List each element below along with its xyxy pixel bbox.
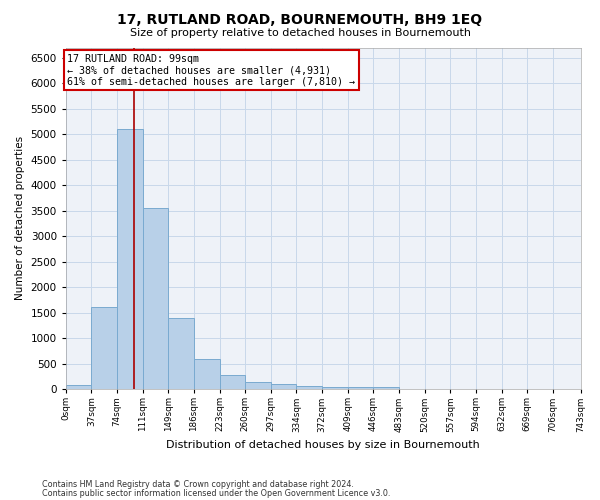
Bar bbox=[91, 306, 117, 389]
Text: Size of property relative to detached houses in Bournemouth: Size of property relative to detached ho… bbox=[130, 28, 470, 38]
Bar bbox=[245, 382, 271, 389]
Y-axis label: Number of detached properties: Number of detached properties bbox=[15, 136, 25, 300]
X-axis label: Distribution of detached houses by size in Bournemouth: Distribution of detached houses by size … bbox=[166, 440, 480, 450]
Bar bbox=[143, 208, 169, 389]
Bar bbox=[220, 375, 245, 389]
Bar bbox=[169, 318, 194, 389]
Bar bbox=[322, 386, 348, 389]
Bar bbox=[194, 358, 220, 389]
Bar bbox=[117, 129, 143, 389]
Text: Contains HM Land Registry data © Crown copyright and database right 2024.: Contains HM Land Registry data © Crown c… bbox=[42, 480, 354, 489]
Bar bbox=[66, 385, 91, 389]
Text: Contains public sector information licensed under the Open Government Licence v3: Contains public sector information licen… bbox=[42, 488, 391, 498]
Text: 17, RUTLAND ROAD, BOURNEMOUTH, BH9 1EQ: 17, RUTLAND ROAD, BOURNEMOUTH, BH9 1EQ bbox=[118, 12, 482, 26]
Text: 17 RUTLAND ROAD: 99sqm
← 38% of detached houses are smaller (4,931)
61% of semi-: 17 RUTLAND ROAD: 99sqm ← 38% of detached… bbox=[67, 54, 355, 87]
Bar bbox=[373, 386, 399, 389]
Bar bbox=[296, 386, 322, 389]
Bar bbox=[348, 386, 373, 389]
Bar bbox=[271, 384, 296, 389]
